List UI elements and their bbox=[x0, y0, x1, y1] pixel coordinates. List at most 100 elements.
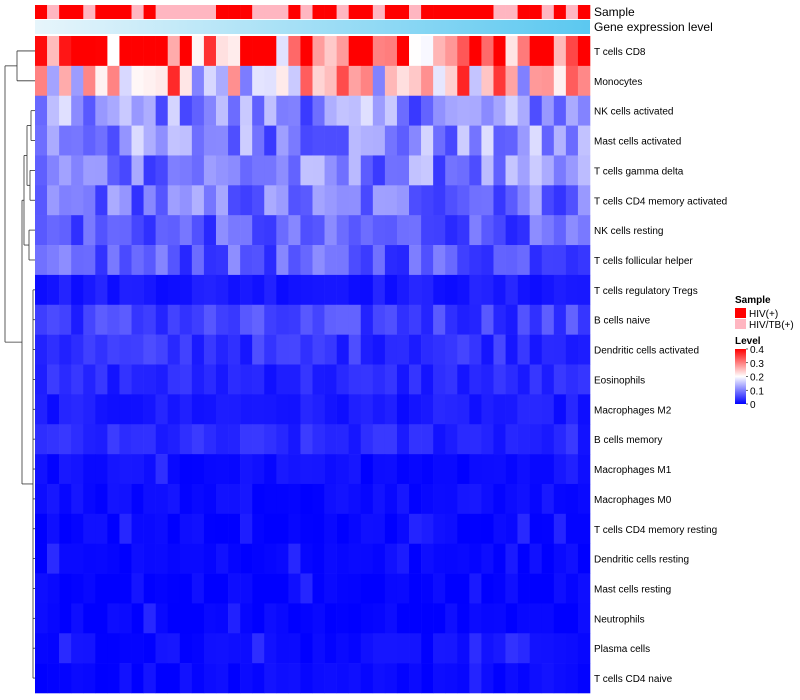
heatmap-cell bbox=[83, 155, 96, 186]
heatmap-cell bbox=[276, 454, 289, 485]
heatmap-cell bbox=[372, 125, 386, 156]
heatmap-cell bbox=[384, 573, 398, 604]
heatmap-cell bbox=[167, 603, 181, 634]
heatmap-cell bbox=[228, 454, 241, 485]
heatmap-cell bbox=[59, 424, 72, 455]
heatmap-cell bbox=[433, 364, 446, 395]
heatmap-cell bbox=[517, 633, 530, 664]
heatmap-cell bbox=[59, 334, 72, 365]
heatmap-cell bbox=[348, 274, 362, 306]
heatmap-cell bbox=[336, 304, 349, 335]
heatmap-cell bbox=[59, 36, 72, 67]
heatmap-cell bbox=[240, 663, 253, 694]
heatmap-cell bbox=[276, 65, 289, 97]
row-label: Macrophages M0 bbox=[594, 495, 672, 506]
sample-annotation-cell bbox=[348, 5, 362, 19]
heatmap-cell bbox=[324, 304, 337, 335]
heatmap-cell bbox=[541, 573, 555, 604]
heatmap-cell bbox=[348, 364, 362, 395]
heatmap-cell bbox=[179, 573, 193, 604]
heatmap-cell bbox=[47, 633, 60, 664]
heatmap-cell bbox=[252, 603, 265, 634]
heatmap-cell bbox=[276, 125, 289, 156]
heatmap-cell bbox=[469, 424, 482, 455]
heatmap-cell bbox=[228, 543, 241, 574]
heatmap-cell bbox=[119, 483, 132, 515]
heatmap-cell bbox=[577, 633, 591, 664]
row-label: NK cells resting bbox=[594, 226, 663, 237]
heatmap-cell bbox=[529, 543, 543, 574]
heatmap-cell bbox=[47, 304, 60, 335]
heatmap-cell bbox=[203, 95, 217, 126]
heatmap-cell bbox=[529, 603, 543, 634]
heatmap-cell bbox=[191, 125, 205, 156]
heatmap-cell bbox=[131, 155, 144, 186]
heatmap-cell bbox=[565, 36, 579, 67]
heatmap-cell bbox=[372, 65, 386, 97]
sample-annotation-cell bbox=[565, 5, 579, 19]
heatmap-cell bbox=[529, 245, 543, 276]
row-label: Mast cells activated bbox=[594, 137, 681, 148]
annotation-label-sample: Sample bbox=[594, 5, 635, 19]
heatmap-cell bbox=[276, 185, 289, 216]
heatmap-cell bbox=[396, 125, 410, 156]
heatmap-cell bbox=[131, 454, 144, 485]
heatmap-cell bbox=[47, 454, 60, 485]
heatmap-cell bbox=[95, 543, 108, 574]
heatmap-cell bbox=[215, 543, 229, 574]
heatmap-cell bbox=[324, 245, 337, 276]
heatmap-cell bbox=[83, 454, 96, 485]
heatmap-cell bbox=[493, 364, 506, 395]
legend-title-level: Level bbox=[735, 336, 761, 347]
heatmap-cell bbox=[481, 603, 494, 634]
heatmap-cell bbox=[384, 424, 398, 455]
heatmap-cell bbox=[481, 334, 494, 365]
heatmap-cell bbox=[155, 155, 169, 186]
heatmap-cell bbox=[179, 95, 193, 126]
heatmap-cell bbox=[457, 603, 470, 634]
heatmap-cell bbox=[505, 483, 518, 515]
heatmap-cell bbox=[191, 155, 205, 186]
heatmap-cell bbox=[565, 394, 579, 425]
heatmap-cell bbox=[541, 424, 555, 455]
heatmap-cell bbox=[167, 215, 181, 246]
heatmap-cell bbox=[167, 513, 181, 544]
heatmap-cell bbox=[336, 215, 349, 246]
heatmap-cell bbox=[228, 155, 241, 186]
heatmap-cell bbox=[433, 304, 446, 335]
heatmap-cell bbox=[228, 215, 241, 246]
heatmap-cell bbox=[529, 274, 543, 306]
heatmap-cell bbox=[396, 454, 410, 485]
heatmap-cell bbox=[336, 125, 349, 156]
heatmap-cell bbox=[35, 245, 48, 276]
heatmap-cell bbox=[324, 424, 337, 455]
heatmap-cell bbox=[433, 215, 446, 246]
row-label: Mast cells resting bbox=[594, 584, 671, 595]
heatmap-cell bbox=[396, 36, 410, 67]
heatmap-cell bbox=[95, 334, 108, 365]
heatmap-cell bbox=[240, 274, 253, 306]
row-label: NK cells activated bbox=[594, 107, 673, 118]
heatmap-cell bbox=[300, 663, 313, 694]
heatmap-cell bbox=[481, 483, 494, 515]
heatmap-cell bbox=[457, 95, 470, 126]
sample-annotation-cell bbox=[179, 5, 193, 19]
heatmap-cell bbox=[421, 245, 434, 276]
heatmap-cell bbox=[203, 483, 217, 515]
heatmap-cell bbox=[264, 454, 277, 485]
legend: Sample HIV(+) HIV/TB(+) Level 0.40.30.20… bbox=[735, 295, 794, 411]
heatmap-cell bbox=[324, 215, 337, 246]
heatmap-cell bbox=[95, 454, 108, 485]
heatmap-cell bbox=[288, 334, 301, 365]
heatmap-cell bbox=[95, 65, 108, 97]
heatmap-cell bbox=[83, 274, 96, 306]
heatmap-cell bbox=[396, 513, 410, 544]
heatmap-cell bbox=[276, 304, 289, 335]
heatmap-cell bbox=[481, 155, 494, 186]
heatmap-cell bbox=[179, 36, 193, 67]
heatmap-cell bbox=[71, 274, 84, 306]
heatmap-cell bbox=[276, 543, 289, 574]
heatmap-cell bbox=[191, 36, 205, 67]
heatmap-cell bbox=[529, 215, 543, 246]
heatmap-cell bbox=[457, 215, 470, 246]
